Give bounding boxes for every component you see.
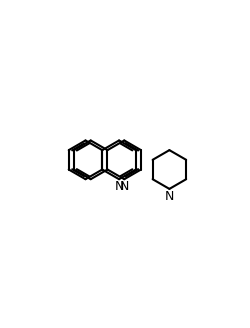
Text: N: N <box>120 180 129 193</box>
Text: N: N <box>114 180 124 193</box>
Text: N: N <box>165 190 174 203</box>
